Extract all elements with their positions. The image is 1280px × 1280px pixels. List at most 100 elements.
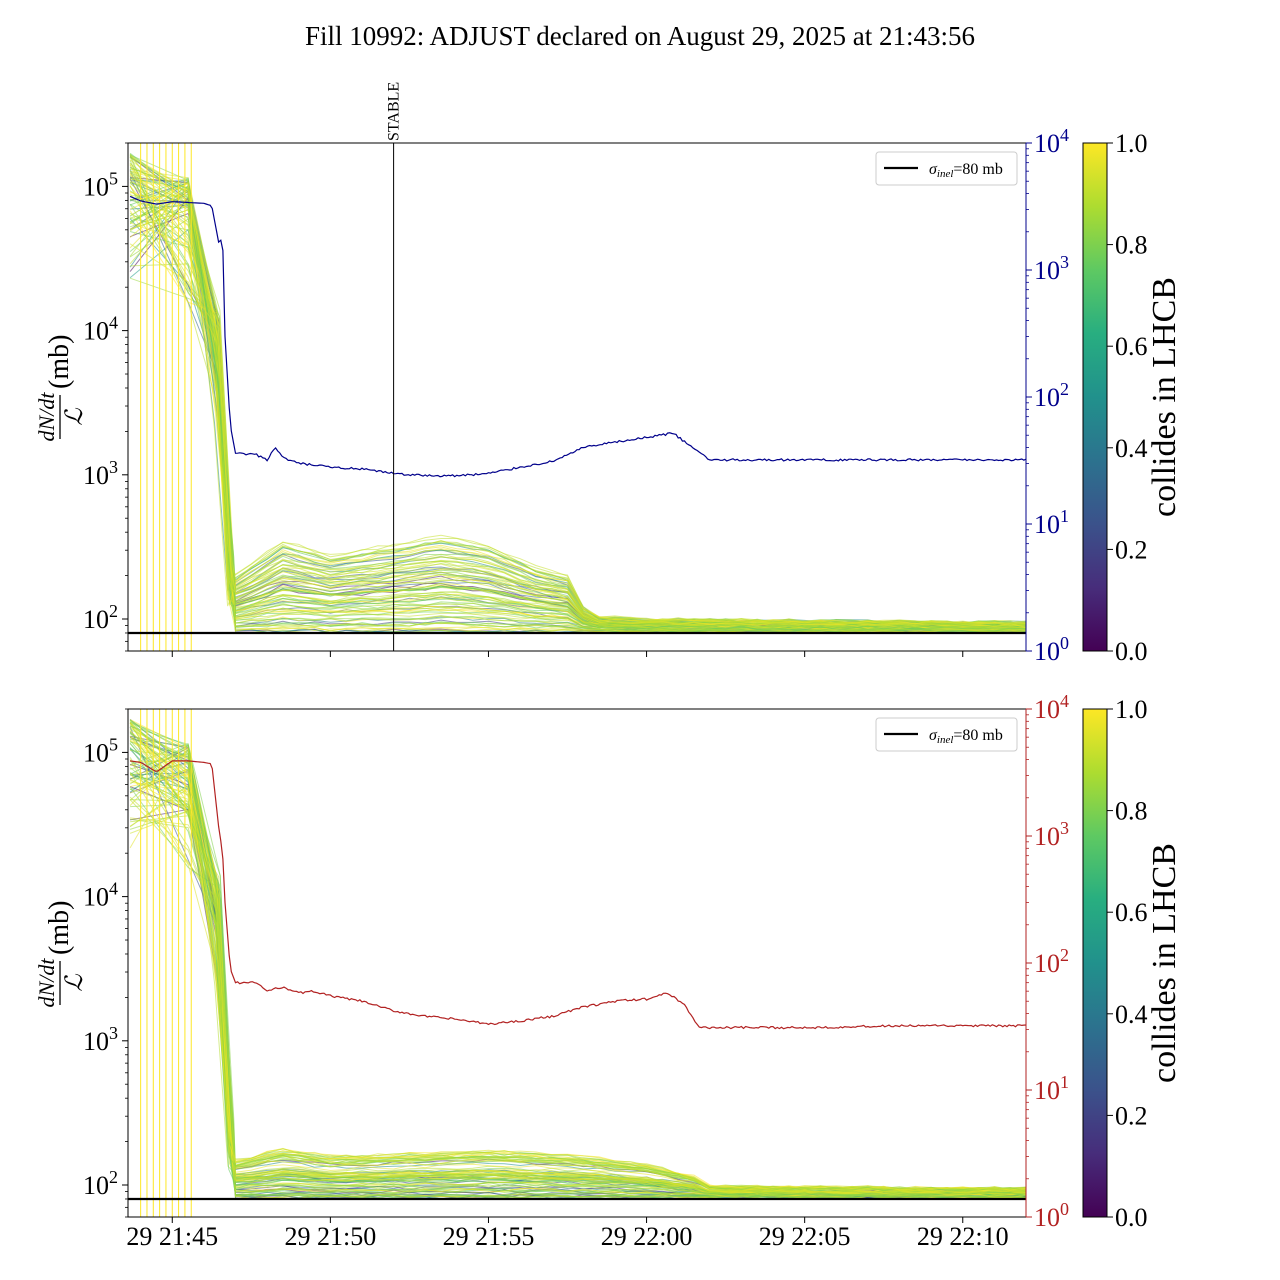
bunch-trace: [129, 743, 1026, 1192]
bunch-trace: [129, 786, 1026, 1200]
legend-label: σinel=80 mb: [929, 727, 1003, 746]
right-tick-label: 102: [1034, 379, 1069, 412]
bunch-trace: [129, 722, 1026, 1197]
bunch-trace: [129, 768, 1026, 1193]
bunch-trace: [129, 736, 1026, 1191]
colorbar-tick-label: 0.8: [1115, 231, 1148, 260]
bunch-trace: [129, 757, 1026, 1193]
colorbar-tick-label: 0.4: [1115, 434, 1148, 463]
colorbar-gradient: [1082, 708, 1108, 1218]
bunch-trace: [129, 231, 1026, 630]
bunch-trace: [129, 752, 1026, 1192]
bunch-trace: [129, 770, 1026, 1197]
bottom-panel: 102 103 104 105 100 101 102 103 104 29 21:45 29 21…: [34, 691, 1183, 1251]
bunch-trace: [129, 722, 1026, 1195]
colorbar-gradient: [1082, 142, 1108, 652]
bunch-trace: [129, 721, 1026, 1200]
plot-area: [128, 709, 1026, 1217]
bunch-trace: [129, 719, 1026, 1196]
right-tick-label: 100: [1034, 633, 1069, 666]
bunch-trace: [129, 183, 1026, 633]
bunch-trace: [129, 748, 1026, 1196]
right-tick-label: 104: [1034, 125, 1069, 158]
bunch-trace: [129, 731, 1026, 1198]
bunch-trace: [130, 781, 1026, 1195]
bunch-trace: [129, 742, 1026, 1198]
bunch-trace: [129, 747, 1026, 1197]
bunch-trace: [130, 763, 1026, 1199]
bunch-trace: [129, 728, 1026, 1191]
bunch-trace: [129, 788, 1026, 1198]
bunch-trace: [129, 724, 1026, 1199]
top-panel: STABLE 102 103 104 105 100 101 102 103 104 dN/dt ℒ (…: [34, 82, 1183, 666]
legend-label: σinel=80 mb: [929, 161, 1003, 180]
bunch-trace: [129, 799, 1026, 1198]
bunch-trace: [129, 749, 1026, 1194]
y-axis-label-numerator: dN/dt: [34, 392, 59, 442]
bunch-trace: [129, 749, 1026, 1195]
bunch-trace: [129, 772, 1026, 1200]
bunch-trace: [129, 746, 1026, 1195]
bunch-trace: [130, 753, 1026, 1199]
bunch-trace: [129, 735, 1026, 1195]
right-axis-series-line: [129, 195, 1026, 478]
bunch-trace: [129, 164, 1026, 628]
y-tick-label: 102: [83, 1167, 118, 1200]
bunch-trace: [129, 204, 1026, 629]
x-tick-label: 29 22:00: [601, 1222, 693, 1251]
x-tick-label: 29 21:55: [443, 1222, 535, 1251]
bunch-trace: [129, 772, 1026, 1191]
bunch-trace: [130, 749, 1026, 1200]
y-axis-label-denominator: ℒ: [62, 974, 88, 992]
bunch-trace: [129, 726, 1026, 1199]
y-axis-label: dN/dt ℒ (mb): [34, 901, 88, 1008]
bunch-trace: [129, 760, 1026, 1196]
bunch-trace: [129, 725, 1026, 1199]
bunch-trace: [129, 761, 1026, 1195]
bunch-trace: [129, 181, 1026, 630]
x-tick-label: 29 21:50: [284, 1222, 376, 1251]
bunch-trace: [129, 747, 1026, 1193]
bunch-trace: [129, 746, 1026, 1191]
bunch-trace: [129, 749, 1026, 1200]
colorbar-tick-label: 0.4: [1115, 1000, 1148, 1029]
bunch-trace: [129, 732, 1026, 1199]
bunch-trace: [129, 722, 1026, 1195]
bunch-trace: [129, 719, 1026, 1192]
right-tick-label: 100: [1034, 1199, 1069, 1232]
bunch-trace: [129, 202, 1026, 627]
right-tick-label: 103: [1034, 252, 1069, 285]
right-tick-label: 103: [1034, 818, 1069, 851]
colorbar-tick-label: 0.0: [1115, 637, 1148, 666]
bunch-trace: [130, 817, 1026, 1195]
colorbar-tick-label: 0.8: [1115, 797, 1148, 826]
bunch-trace: [129, 174, 1026, 632]
bunch-trace: [129, 222, 1026, 625]
bunch-trace: [129, 725, 1026, 1191]
colorbar-tick-label: 1.0: [1115, 695, 1148, 724]
bunch-trace: [130, 772, 1026, 1196]
bunch-trace: [129, 736, 1026, 1192]
bunch-trace: [129, 737, 1026, 1199]
bunch-trace: [129, 733, 1026, 1200]
bunch-trace: [130, 815, 1026, 1191]
stable-marker-label: STABLE: [386, 82, 403, 141]
bunch-trace: [129, 767, 1026, 1196]
bunch-trace: [129, 796, 1026, 1196]
colorbar-label: collides in LHCB: [1146, 277, 1183, 517]
axes-frame: [127, 708, 1027, 1218]
legend-box: [875, 151, 1018, 186]
y-tick-label: 105: [83, 734, 118, 767]
bunch-trace: [129, 786, 1026, 1200]
bunch-trace: [129, 763, 1026, 1198]
bunch-trace: [129, 743, 1026, 1191]
bunch-trace: [129, 759, 1026, 1196]
y-tick-label: 102: [83, 601, 118, 634]
colorbar: 0.0 0.2 0.4 0.6 0.8 1.0 collides in LHCB: [1082, 695, 1183, 1232]
bunch-trace: [129, 185, 1026, 630]
bunch-trace: [129, 152, 1026, 631]
y-axis-label: dN/dt ℒ (mb): [34, 335, 88, 442]
plot-area: [128, 143, 1026, 651]
bunch-trace: [129, 718, 1026, 1198]
